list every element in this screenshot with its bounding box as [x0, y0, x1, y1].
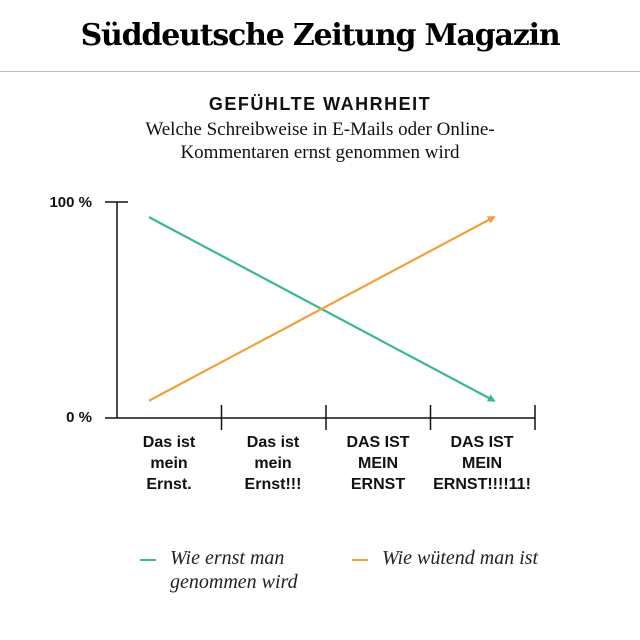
chart-title: GEFÜHLTE WAHRHEIT	[208, 94, 432, 114]
legend-item-ernst: Wie ernst man genommen wird	[140, 546, 340, 594]
x-tick-label-3: DAS IST MEIN ERNST	[346, 434, 410, 493]
x-tick-label-2: Das ist mein Ernst!!!	[244, 434, 302, 493]
legend-swatch-orange	[352, 559, 368, 561]
x-tick-label-4: DAS IST MEIN ERNST!!!!11!	[433, 434, 531, 493]
masthead-logo: Süddeutsche Zeitung Magazin	[80, 18, 561, 53]
legend-label-ernst: Wie ernst man genommen wird	[170, 547, 298, 593]
legend-swatch-green	[140, 559, 156, 561]
legend-label-wuetend: Wie wütend man ist	[382, 547, 539, 569]
y-tick-label-0: 0 %	[66, 409, 92, 426]
series-group	[148, 216, 496, 402]
series-line-2	[148, 216, 496, 402]
legend-item-wuetend: Wie wütend man ist	[352, 546, 552, 570]
x-tick-label-1: Das ist mein Ernst.	[142, 434, 196, 493]
y-tick-label-100: 100 %	[49, 194, 92, 211]
chart-subtitle: Welche Schreibweise in E-Mails oder Onli…	[145, 119, 495, 163]
masthead: Süddeutsche Zeitung Magazin	[0, 0, 640, 72]
x-axis-ticks	[220, 405, 536, 430]
